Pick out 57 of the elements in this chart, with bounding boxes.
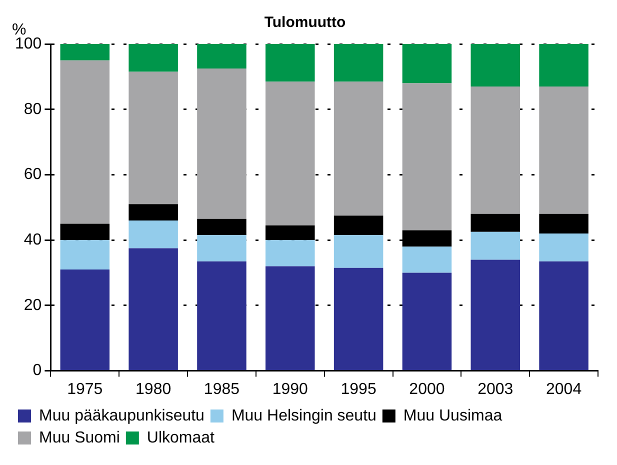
legend-label: Ulkomaat xyxy=(146,429,216,446)
bar xyxy=(334,44,384,82)
bar xyxy=(470,44,520,86)
bar xyxy=(539,234,588,262)
y-tick-label: 40 xyxy=(24,231,42,248)
x-tick-label: 2000 xyxy=(409,380,445,398)
y-tick-label: 60 xyxy=(24,166,42,184)
x-tick-label: 1985 xyxy=(204,380,240,398)
y-tick-label: 0 xyxy=(32,362,42,380)
x-tick-label: 2004 xyxy=(546,380,582,398)
bar xyxy=(470,86,520,214)
bar xyxy=(60,269,110,370)
bar xyxy=(128,220,178,248)
legend-label: Muu pääkaupunkiseutu xyxy=(39,407,204,424)
bar xyxy=(60,224,110,240)
bar xyxy=(60,60,110,224)
bar xyxy=(402,246,452,273)
bar xyxy=(60,44,110,60)
bar xyxy=(539,44,588,86)
x-tick-label: 1975 xyxy=(67,380,103,398)
bar xyxy=(402,272,452,370)
x-tick-label: 2003 xyxy=(478,380,514,398)
bar xyxy=(470,214,520,232)
bar xyxy=(128,44,178,72)
bar xyxy=(60,240,110,270)
legend-label: Muu Helsingin seutu xyxy=(231,407,376,424)
bar xyxy=(197,68,246,219)
y-tick-label: 20 xyxy=(24,296,42,314)
bar xyxy=(266,240,315,266)
y-tick-label: 80 xyxy=(24,100,42,118)
bar xyxy=(128,72,178,204)
bar xyxy=(197,235,246,262)
bar xyxy=(128,248,178,370)
bar xyxy=(539,261,588,370)
bar xyxy=(197,218,246,236)
x-tick-label: 1980 xyxy=(136,380,172,398)
x-tick-label: 1990 xyxy=(272,380,308,398)
bar xyxy=(334,268,384,370)
bar xyxy=(197,261,246,370)
bar xyxy=(197,44,246,69)
x-tick-label: 1995 xyxy=(340,380,376,398)
bar xyxy=(266,44,315,82)
bar xyxy=(539,214,588,234)
chart-title: Tulomuutto xyxy=(264,14,346,32)
bar xyxy=(266,82,315,226)
bar xyxy=(128,204,178,220)
bar xyxy=(470,260,520,370)
legend-label: Muu Uusimaa xyxy=(403,407,502,424)
bar xyxy=(266,266,315,370)
bar xyxy=(334,82,384,216)
bar xyxy=(334,216,384,236)
legend-label: Muu Suomi xyxy=(39,429,120,446)
bar xyxy=(334,235,384,268)
bar xyxy=(402,44,452,84)
bar xyxy=(539,86,588,214)
bar xyxy=(470,232,520,260)
bar xyxy=(402,83,452,230)
